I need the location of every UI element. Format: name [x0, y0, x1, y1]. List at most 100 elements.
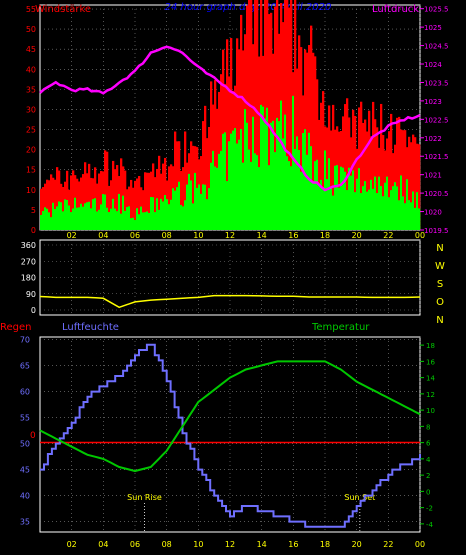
average-wind-bar — [352, 170, 355, 230]
gust-bar — [90, 177, 93, 230]
average-wind-bar — [344, 171, 347, 230]
wind-direction-line — [39, 294, 421, 309]
x-tick-label: 06 — [130, 540, 140, 549]
average-wind-bar — [284, 114, 287, 230]
average-wind-bar — [364, 181, 367, 230]
gust-bar — [264, 0, 267, 231]
gust-bar — [56, 167, 59, 230]
gust-bar — [70, 175, 73, 230]
average-wind-bar — [80, 203, 83, 230]
average-wind-bar — [330, 186, 333, 230]
average-wind-bar — [204, 184, 207, 230]
average-wind-bar — [120, 213, 123, 230]
average-wind-bar — [270, 122, 273, 230]
average-wind-bar — [138, 214, 141, 230]
average-wind-bar — [308, 132, 311, 230]
average-wind-bar — [242, 162, 245, 230]
temperature-tick-label: 4 — [426, 456, 431, 464]
average-wind-bar — [46, 208, 49, 230]
average-wind-bar — [68, 205, 71, 230]
gust-bar — [210, 81, 213, 230]
average-wind-bar — [142, 212, 145, 230]
gust-bar — [236, 38, 239, 230]
gust-bar — [132, 187, 135, 230]
average-wind-bar — [180, 204, 183, 230]
wind-tick-label: 10 — [26, 186, 36, 195]
average-wind-bar — [318, 184, 321, 230]
average-wind-bar — [106, 207, 109, 230]
gust-bar — [416, 143, 419, 230]
gust-bar — [352, 109, 355, 230]
average-wind-bar — [114, 208, 117, 230]
average-wind-bar — [416, 192, 419, 230]
gust-bar — [116, 165, 119, 230]
humidity-tick-label: 55 — [20, 414, 30, 423]
average-wind-bar — [94, 198, 97, 230]
average-wind-bar — [376, 193, 379, 230]
gust-bar — [338, 131, 341, 230]
gust-bar — [134, 180, 137, 230]
average-wind-bar — [280, 100, 283, 230]
gust-bar — [330, 130, 333, 230]
gust-bar — [54, 179, 57, 230]
gust-bar — [238, 49, 241, 230]
average-wind-bar — [208, 188, 211, 230]
average-wind-bar — [342, 167, 345, 230]
pressure-tick-label: 1021.5 — [424, 153, 449, 161]
average-wind-bar — [76, 207, 79, 230]
temperature-tick-label: 8 — [426, 423, 430, 431]
gust-bar — [130, 179, 133, 230]
gust-bar — [98, 173, 101, 230]
gust-bar — [48, 180, 51, 230]
gust-bar — [372, 101, 375, 230]
average-wind-bar — [62, 211, 65, 230]
average-wind-bar — [82, 206, 85, 230]
humidity-grid — [40, 337, 421, 532]
average-wind-bar — [248, 149, 251, 230]
gust-bar — [182, 167, 185, 230]
gust-bar — [176, 141, 179, 230]
gust-bar — [226, 39, 229, 230]
average-wind-bar — [86, 202, 89, 230]
average-wind-bar — [390, 190, 393, 230]
gust-bar — [300, 47, 303, 230]
x-tick-label: 12 — [225, 540, 235, 549]
gust-bar — [290, 0, 293, 230]
wind-tick-label: 25 — [26, 126, 36, 135]
average-wind-bar — [218, 153, 221, 230]
gust-bar — [396, 117, 399, 230]
gust-bar — [40, 188, 43, 230]
gust-bar — [398, 116, 401, 230]
average-wind-bar — [278, 121, 281, 230]
temperature-tick-label: 0 — [426, 488, 430, 496]
humidity-tick-label: 50 — [20, 440, 30, 449]
average-wind-bar — [314, 161, 317, 230]
gust-bar — [256, 0, 259, 230]
gust-bar — [154, 177, 157, 230]
average-wind-bar — [126, 206, 129, 230]
average-wind-bar — [220, 150, 223, 230]
temperature-tick-label: -4 — [426, 521, 434, 529]
average-wind-bar — [304, 129, 307, 230]
gust-bar — [76, 178, 79, 230]
gust-bar — [124, 170, 127, 230]
average-wind-bar — [64, 199, 67, 230]
x-tick-label: 20 — [352, 540, 362, 549]
gust-bar — [162, 163, 165, 230]
humidity-line — [40, 343, 421, 528]
average-wind-bar — [222, 133, 225, 230]
average-wind-bar — [358, 168, 361, 230]
average-wind-bar — [320, 179, 323, 230]
average-wind-bar — [354, 192, 357, 230]
gust-bar — [148, 172, 151, 230]
average-wind-bar — [398, 200, 401, 230]
average-wind-bar — [118, 193, 121, 230]
x-tick-label: 02 — [67, 540, 77, 549]
average-wind-bar — [84, 203, 87, 230]
average-wind-bar — [228, 141, 231, 230]
average-wind-bar — [216, 167, 219, 230]
gust-bar — [316, 79, 319, 230]
average-wind-bar — [192, 203, 195, 230]
gust-bar — [112, 160, 115, 230]
gust-bar — [214, 79, 217, 230]
